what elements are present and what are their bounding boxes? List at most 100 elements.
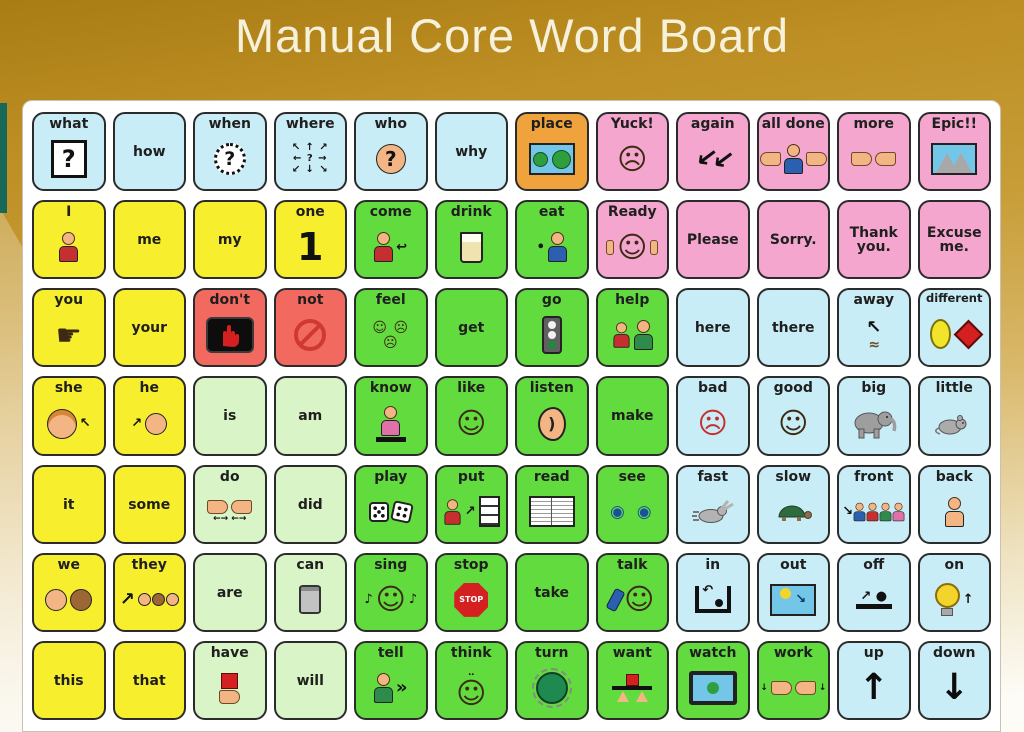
- cell-come[interactable]: come ↩: [354, 200, 428, 280]
- cell-have[interactable]: have: [193, 640, 267, 720]
- cell-off[interactable]: off ↗ ●: [837, 552, 911, 632]
- cell-see[interactable]: see ◉ ◉: [595, 464, 669, 544]
- cell-me[interactable]: me: [112, 200, 186, 280]
- cell-yuck[interactable]: Yuck! ☹: [595, 112, 669, 192]
- cell-make[interactable]: make: [595, 376, 669, 456]
- cell-go[interactable]: go: [515, 288, 589, 368]
- cell-tell[interactable]: tell »: [354, 640, 428, 720]
- cell-different[interactable]: different: [917, 288, 991, 368]
- cell-little[interactable]: little: [917, 376, 991, 456]
- cell-they[interactable]: they ↗: [112, 552, 186, 632]
- down-arrow-icon: ↓: [921, 660, 989, 716]
- cell-all-done[interactable]: all done: [756, 112, 830, 192]
- cell-that[interactable]: that: [112, 640, 186, 720]
- icon-part: [612, 320, 653, 350]
- cell-eat[interactable]: eat •: [515, 200, 589, 280]
- cell-will[interactable]: will: [273, 640, 347, 720]
- cell-take[interactable]: take: [515, 552, 589, 632]
- background-fold: [1002, 160, 1024, 430]
- cell-who[interactable]: who?: [354, 112, 428, 192]
- cell-we[interactable]: we: [32, 552, 106, 632]
- cell-put[interactable]: put ↗: [434, 464, 508, 544]
- cell-she[interactable]: she ↖: [32, 376, 106, 456]
- cell-out[interactable]: out ↘: [756, 552, 830, 632]
- cell-did[interactable]: did: [273, 464, 347, 544]
- cell-work[interactable]: work ↓ ↓: [756, 640, 830, 720]
- cell-sing[interactable]: sing ♪ ☺ ♪: [354, 552, 428, 632]
- cell-want[interactable]: want: [595, 640, 669, 720]
- cell-read[interactable]: read: [515, 464, 589, 544]
- cell-good[interactable]: good ☺: [756, 376, 830, 456]
- cell-word: Sorry.: [769, 232, 817, 249]
- cell-i[interactable]: I: [32, 200, 106, 280]
- cell-how[interactable]: how: [112, 112, 186, 192]
- icon-part: [885, 415, 888, 418]
- cell-word: work: [773, 644, 813, 661]
- cell-watch[interactable]: watch: [676, 640, 750, 720]
- cell-in[interactable]: in ↶: [676, 552, 750, 632]
- cell-on[interactable]: on ↑: [917, 552, 991, 632]
- cell-am[interactable]: am: [273, 376, 347, 456]
- cell-he[interactable]: he ↗: [112, 376, 186, 456]
- cell-my[interactable]: my: [193, 200, 267, 280]
- cell-are[interactable]: are: [193, 552, 267, 632]
- cell-think[interactable]: think ‥ ☺: [434, 640, 508, 720]
- cell-what[interactable]: what?: [32, 112, 106, 192]
- icon-part: ↙↙: [694, 142, 732, 177]
- cell-word: all done: [761, 116, 825, 132]
- cell-big[interactable]: big: [837, 376, 911, 456]
- cell-slow[interactable]: slow: [756, 464, 830, 544]
- cell-some[interactable]: some: [112, 464, 186, 544]
- cell-more[interactable]: more: [837, 112, 911, 192]
- cell-epic[interactable]: Epic!!: [917, 112, 991, 192]
- cell-turn[interactable]: turn: [515, 640, 589, 720]
- cell-here[interactable]: here: [676, 288, 750, 368]
- cell-drink[interactable]: drink: [434, 200, 508, 280]
- cell-you[interactable]: you ☛: [32, 288, 106, 368]
- icon-part: ♪: [408, 592, 418, 608]
- cell-one[interactable]: one 1: [273, 200, 347, 280]
- cell-this[interactable]: this: [32, 640, 106, 720]
- cell-thank-you[interactable]: Thank you.: [837, 200, 911, 280]
- icon-part: [459, 231, 483, 263]
- cell-not[interactable]: not: [273, 288, 347, 368]
- cell-where[interactable]: where ↖ ↑ ↗ ← ? → ↙ ↓ ↘: [273, 112, 347, 192]
- cell-excuse-me[interactable]: Excuse me.: [917, 200, 991, 280]
- cell-know[interactable]: know: [354, 376, 428, 456]
- icon-part: •: [536, 239, 545, 255]
- cell-please[interactable]: Please: [676, 200, 750, 280]
- icon-part: •: [537, 232, 567, 262]
- icon-part: [625, 674, 639, 687]
- icon-part: ☺: [617, 229, 648, 264]
- cell-play[interactable]: play: [354, 464, 428, 544]
- cell-place[interactable]: place: [515, 112, 589, 192]
- cell-do[interactable]: do ←→ ←→: [193, 464, 267, 544]
- cell-listen[interactable]: listen): [515, 376, 589, 456]
- cell-again[interactable]: again ↙↙: [676, 112, 750, 192]
- cell-help[interactable]: help: [595, 288, 669, 368]
- cell-is[interactable]: is: [193, 376, 267, 456]
- male-face-arrow-icon: ↗: [116, 396, 184, 452]
- cell-can[interactable]: can: [273, 552, 347, 632]
- cell-fast[interactable]: fast: [676, 464, 750, 544]
- cell-down[interactable]: down ↓: [917, 640, 991, 720]
- cell-away[interactable]: away ↖ ≈: [837, 288, 911, 368]
- cell-sorry[interactable]: Sorry.: [756, 200, 830, 280]
- cell-when[interactable]: when?: [193, 112, 267, 192]
- cell-don-t[interactable]: don't: [193, 288, 267, 368]
- cell-feel[interactable]: feel ☺ ☹ ☹: [354, 288, 428, 368]
- cell-ready[interactable]: Ready ☺: [595, 200, 669, 280]
- cell-get[interactable]: get: [434, 288, 508, 368]
- cell-talk[interactable]: talk ☺: [595, 552, 669, 632]
- cell-up[interactable]: up ↑: [837, 640, 911, 720]
- icon-part: [548, 232, 567, 262]
- cell-it[interactable]: it: [32, 464, 106, 544]
- cell-front[interactable]: front ↘: [837, 464, 911, 544]
- cell-your[interactable]: your: [112, 288, 186, 368]
- cell-stop[interactable]: stop STOP: [434, 552, 508, 632]
- cell-bad[interactable]: bad ☹: [676, 376, 750, 456]
- cell-why[interactable]: why: [434, 112, 508, 192]
- cell-back[interactable]: back: [917, 464, 991, 544]
- cell-like[interactable]: like ☺: [434, 376, 508, 456]
- cell-there[interactable]: there: [756, 288, 830, 368]
